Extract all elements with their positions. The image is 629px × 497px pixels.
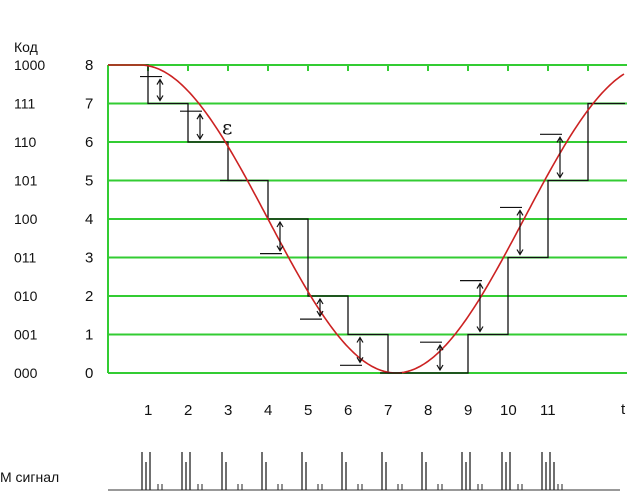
error-arrowhead	[436, 364, 444, 372]
code-label: 111	[14, 96, 35, 112]
error-arrowhead	[156, 95, 164, 102]
level-label: 7	[85, 96, 93, 113]
code-label: 011	[14, 250, 37, 266]
error-arrowhead	[156, 78, 164, 85]
level-label: 8	[85, 57, 93, 74]
level-label: 0	[85, 365, 93, 382]
code-axis-title: Код	[14, 39, 38, 55]
error-arrowhead	[356, 336, 364, 343]
error-arrowhead	[196, 133, 204, 141]
sample-label: 3	[224, 402, 232, 419]
pcm-signal-label: М сигнал	[0, 469, 59, 485]
code-label: 110	[14, 134, 37, 150]
time-axis-title: t	[621, 401, 626, 418]
error-arrowhead	[316, 310, 324, 318]
level-label: 1	[85, 327, 93, 344]
error-arrowhead	[316, 297, 324, 305]
sample-label: 2	[184, 402, 192, 419]
code-label: 101	[14, 173, 38, 189]
code-label: 010	[14, 288, 38, 304]
level-label: 5	[85, 173, 93, 190]
sample-label: 11	[540, 402, 556, 419]
code-label: 1000	[14, 57, 45, 73]
sample-label: 10	[500, 402, 517, 419]
pcm-signal-pulses	[108, 452, 620, 491]
error-arrowhead	[516, 249, 524, 256]
quantization-error-arrows	[140, 75, 564, 374]
sample-label: 1	[144, 402, 152, 419]
code-label: 000	[14, 365, 38, 381]
staircase-line	[108, 64, 625, 374]
level-label: 2	[85, 288, 93, 305]
error-arrowhead	[436, 344, 444, 351]
level-axis-labels: 0 1 2 3 4 5 6 7 8	[85, 57, 93, 382]
error-arrowhead	[276, 220, 284, 228]
level-label: 4	[85, 211, 93, 228]
sample-axis-labels: 1 2 3 4 5 6 7 8 9 10 11	[144, 402, 556, 419]
error-arrowhead	[276, 245, 284, 252]
quantized-step-signal	[108, 64, 625, 374]
sample-label: 6	[344, 402, 352, 419]
error-arrowhead	[476, 282, 484, 289]
code-label: 001	[14, 327, 38, 343]
sample-label: 4	[264, 402, 272, 419]
analog-signal-curve	[108, 64, 625, 374]
error-arrowhead	[556, 172, 564, 179]
error-arrowhead	[516, 209, 524, 216]
sample-label: 9	[464, 402, 472, 419]
level-label: 3	[85, 250, 93, 267]
error-symbol: ε	[222, 115, 232, 139]
error-arrowhead	[476, 326, 484, 333]
error-arrowhead	[556, 136, 564, 143]
sample-label: 8	[424, 402, 432, 419]
sample-label: 5	[304, 402, 312, 419]
level-label: 6	[85, 134, 93, 151]
error-arrowhead	[196, 113, 204, 120]
analog-curve	[108, 64, 625, 374]
code-axis-labels: 000 001 010 011 100 101 110 111 1000	[14, 57, 45, 381]
sample-label: 7	[384, 402, 392, 419]
code-label: 100	[14, 211, 38, 227]
error-arrowhead	[356, 356, 364, 364]
